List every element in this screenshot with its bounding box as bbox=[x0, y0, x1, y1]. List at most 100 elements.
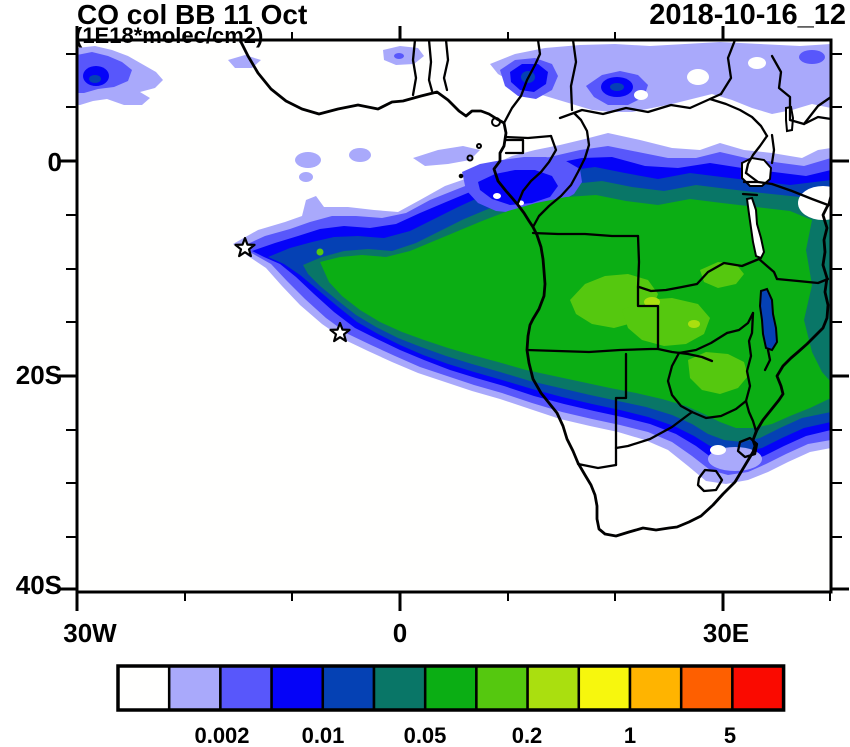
co-band-0.2-spot-1 bbox=[644, 297, 660, 307]
border-gabon-cameroon bbox=[504, 134, 553, 140]
co-band-0.1-zambia bbox=[622, 298, 710, 346]
colorbar-label-0.002: 0.002 bbox=[194, 723, 249, 747]
border-tanzania-zambia bbox=[757, 257, 779, 281]
colorbar: 0.002 0.01 0.05 0.2 1 5 bbox=[116, 664, 786, 747]
border-tanzania-mozambique bbox=[775, 277, 830, 285]
colorbar-outline bbox=[116, 664, 786, 712]
clean-hole-north-3 bbox=[634, 90, 648, 100]
border-sa-mozambique bbox=[744, 399, 758, 442]
colorbar-cell-6 bbox=[423, 664, 478, 712]
africa-coastline bbox=[238, 38, 833, 538]
border-botswana-sa bbox=[614, 410, 694, 450]
border-car-south bbox=[558, 92, 723, 120]
colorbar-cell-0 bbox=[116, 664, 171, 712]
right-minor-ticks bbox=[831, 53, 842, 538]
island-sao-tome bbox=[466, 154, 474, 162]
clean-hole-bulge bbox=[710, 445, 726, 455]
co-band-0.1-ne-zambia bbox=[700, 262, 744, 288]
border-uganda-kenya bbox=[770, 133, 776, 165]
colorbar-cell-2 bbox=[219, 664, 273, 712]
island-bioko bbox=[491, 117, 501, 127]
co-band-0.1-ocean-spot bbox=[316, 248, 324, 256]
station-markers bbox=[234, 236, 351, 343]
colorbar-label-0.01: 0.01 bbox=[302, 723, 345, 747]
colorbar-cells bbox=[116, 664, 785, 712]
border-congo-drc bbox=[531, 111, 591, 229]
left-major-ticks bbox=[59, 159, 77, 591]
border-zambia-malawi bbox=[725, 311, 755, 335]
border-nigeria-west bbox=[442, 38, 450, 92]
clean-hole-gabon-1 bbox=[493, 193, 501, 199]
colorbar-cell-1 bbox=[167, 664, 222, 712]
co-blob-ocean-1 bbox=[295, 152, 321, 168]
border-namibia-botswana bbox=[614, 352, 628, 467]
right-major-ticks bbox=[831, 159, 849, 591]
border-cameroon-car bbox=[569, 38, 578, 112]
lakes bbox=[741, 105, 795, 352]
plot-units-subtitle: (1E18*molec/cm2) bbox=[75, 23, 263, 48]
colorbar-cell-3 bbox=[270, 664, 325, 712]
lon-label-0: 0 bbox=[393, 618, 407, 648]
colorbar-cell-7 bbox=[475, 664, 529, 712]
lake-tanganyika bbox=[745, 196, 766, 260]
co-north-violet-east bbox=[799, 50, 825, 64]
lat-label-40s: 40S bbox=[16, 570, 62, 600]
lon-label-30e: 30E bbox=[703, 618, 749, 648]
colorbar-label-0.2: 0.2 bbox=[512, 723, 543, 747]
colorbar-cell-4 bbox=[321, 664, 376, 712]
co-band-equatorial-strip bbox=[413, 146, 480, 166]
border-nigeria-cameroon bbox=[502, 38, 542, 125]
border-car-sudan bbox=[719, 38, 737, 96]
clean-hole-north-2 bbox=[748, 57, 766, 69]
border-ssudan-ethiopia bbox=[770, 54, 792, 122]
star-marker-1 bbox=[234, 236, 256, 258]
border-ethiopia-somalia bbox=[802, 95, 833, 126]
colorbar-label-1: 1 bbox=[624, 723, 636, 747]
plot-datetime: 2018-10-16_12 bbox=[649, 0, 846, 31]
clean-hole-north-1 bbox=[687, 69, 709, 85]
border-angola-namibia bbox=[525, 347, 653, 354]
lat-label-20s: 20S bbox=[16, 360, 62, 390]
border-zimbabwe-botswana bbox=[666, 351, 694, 414]
co-band-0.1-zimbabwe bbox=[688, 352, 748, 394]
border-kenya-tanzania bbox=[770, 182, 830, 207]
axes-frame bbox=[59, 26, 849, 611]
island-annobon bbox=[458, 173, 464, 179]
border-ethiopia-kenya bbox=[788, 115, 833, 126]
colorbar-label-5: 5 bbox=[724, 723, 736, 747]
border-drc-ssudan-uganda bbox=[708, 97, 769, 138]
co-corner-navy-dot bbox=[89, 75, 101, 83]
plot-title: CO col BB 11 Oct bbox=[77, 0, 307, 30]
left-minor-ticks bbox=[66, 53, 77, 538]
colorbar-cell-12 bbox=[731, 664, 785, 712]
colorbar-label-0.05: 0.05 bbox=[404, 723, 447, 747]
country-borders bbox=[411, 38, 833, 493]
lon-label-30w: 30W bbox=[63, 618, 117, 648]
colorbar-cell-10 bbox=[628, 664, 683, 712]
geography-lines bbox=[238, 38, 833, 538]
border-zambia-zimbabwe bbox=[677, 331, 729, 355]
border-eq-guinea bbox=[504, 138, 525, 155]
border-gabon-congo bbox=[516, 134, 558, 205]
border-orange-river bbox=[576, 462, 618, 470]
colorbar-labels: 0.002 0.01 0.05 0.2 1 5 bbox=[194, 723, 736, 747]
co-blob-ocean-3 bbox=[299, 172, 313, 182]
bottom-minor-ticks bbox=[184, 592, 831, 601]
border-drc-zambia bbox=[637, 257, 761, 293]
border-lesotho bbox=[696, 468, 724, 493]
lat-label-0: 0 bbox=[48, 147, 62, 177]
co-blob-ocean-2 bbox=[349, 148, 371, 162]
island-principe bbox=[476, 143, 482, 149]
top-major-ticks bbox=[75, 26, 725, 40]
co-north-navy-mid bbox=[610, 83, 624, 91]
border-angola-east bbox=[636, 234, 641, 289]
colorbar-cell-8 bbox=[526, 664, 581, 712]
map-frame bbox=[75, 38, 833, 594]
lake-victoria bbox=[741, 156, 773, 187]
border-togo bbox=[411, 38, 418, 97]
co-band-0.2-spot-2 bbox=[688, 320, 700, 328]
border-benin bbox=[427, 38, 434, 93]
bottom-major-ticks bbox=[75, 592, 725, 611]
